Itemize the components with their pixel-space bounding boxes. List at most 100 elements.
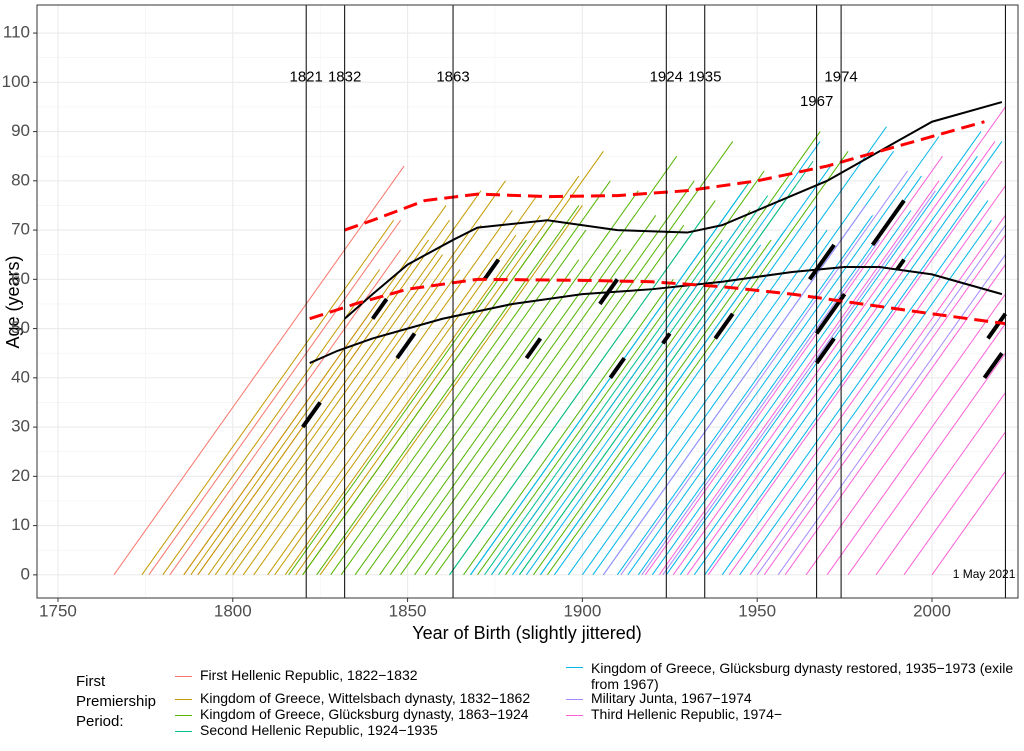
y-tick-label: 40 (11, 367, 30, 386)
legend-label: First Hellenic Republic, 1822−1832 (200, 667, 418, 683)
legend-label: Military Junta, 1967−1974 (591, 690, 752, 706)
x-tick-label: 2000 (913, 601, 951, 620)
lifeline (602, 205, 866, 576)
lifeline (424, 141, 734, 576)
premiership-term (713, 312, 735, 340)
lifeline (620, 170, 908, 576)
x-tick-label: 1750 (39, 601, 77, 620)
y-tick-label: 80 (11, 170, 30, 189)
lifeline (148, 219, 402, 576)
lifeline (644, 155, 943, 576)
y-tick-label: 10 (11, 515, 30, 534)
lifeline (931, 471, 1006, 576)
lifeline (707, 160, 1003, 576)
event-label: 1863 (436, 68, 469, 85)
lifeline-series (644, 106, 1006, 576)
legend-swatch (175, 715, 192, 716)
y-tick-label: 70 (11, 220, 30, 239)
premiership-term (870, 199, 906, 247)
legend-swatch (566, 715, 583, 716)
chart: Year of Birth (slightly jittered) Age (y… (2, 4, 1019, 643)
lifeline (784, 264, 1006, 576)
lifeline-series (141, 150, 604, 576)
lifeline (284, 215, 541, 576)
x-tick-label: 1900 (563, 601, 601, 620)
lifeline (749, 215, 1006, 576)
premiership-term (395, 332, 417, 360)
x-tick-label: 1800 (214, 601, 252, 620)
lifeline (721, 200, 989, 576)
y-axis-title: Age (years) (3, 255, 23, 348)
plot-frame (36, 4, 1019, 599)
lifeline (847, 352, 1006, 576)
legend-label: Second Hellenic Republic, 1924−1935 (200, 722, 438, 738)
lifeline (903, 431, 1006, 576)
lifeline (484, 239, 723, 576)
lifeline (190, 239, 429, 576)
legend-swatch (175, 676, 192, 677)
premiership-term (301, 401, 322, 429)
legend-swatch (566, 667, 583, 668)
lifeline (414, 180, 695, 576)
event-label: 1832 (328, 68, 361, 85)
legend-swatch (566, 699, 583, 700)
lifeline (662, 190, 936, 576)
lifeline (379, 155, 678, 576)
lifeline (365, 190, 639, 576)
lifeline (658, 180, 940, 576)
legend-label: Kingdom of Greece, Wittelsbach dynasty, … (200, 690, 531, 706)
y-tick-label: 30 (11, 417, 30, 436)
lifeline (526, 244, 762, 576)
legend-label: Third Hellenic Republic, 1974− (591, 706, 783, 722)
premiership-term (370, 297, 389, 320)
lifeline (183, 205, 447, 576)
lifeline (826, 323, 1006, 576)
lifeline (389, 249, 622, 576)
lifeline (491, 219, 744, 576)
x-tick-label: 1850 (389, 601, 427, 620)
lifeline (141, 219, 395, 576)
lifeline (253, 210, 513, 576)
lifeline (197, 219, 450, 576)
lifeline (651, 210, 912, 576)
premiership-term (895, 258, 906, 271)
lifeline (627, 136, 940, 576)
lifeline (756, 224, 1006, 576)
lifeline (477, 170, 765, 576)
lifeline-series (470, 126, 1003, 576)
lifeline (463, 279, 674, 576)
lifeline (319, 205, 583, 576)
lifeline (295, 175, 580, 576)
lifeline (214, 254, 443, 576)
lifeline (777, 254, 1006, 576)
event-label: 1924 (650, 68, 683, 85)
smooth-dashed (344, 120, 985, 232)
lifeline (693, 141, 1003, 576)
y-tick-label: 90 (11, 121, 30, 140)
y-tick-label: 50 (11, 318, 30, 337)
lifeline (498, 195, 769, 576)
lifeline-series (449, 160, 814, 576)
premiership-term (482, 258, 501, 281)
legend-title: First Premiership Period: (76, 673, 157, 730)
lifeline (470, 190, 744, 576)
premiership-term (814, 337, 836, 365)
lifeline (533, 239, 772, 576)
lifeline (547, 150, 849, 576)
legend-swatch (175, 731, 192, 732)
lifeline (400, 215, 657, 576)
y-tick-label: 100 (2, 72, 30, 91)
lifeline (763, 234, 1006, 576)
lifeline (449, 219, 702, 576)
premiership-term (986, 312, 1008, 340)
y-tick-label: 110 (3, 23, 30, 42)
smooth-dashed (309, 277, 1006, 326)
lifeline (225, 180, 506, 576)
smooth-line (309, 266, 1003, 364)
event-label: 1974 (824, 68, 857, 85)
lifeline (267, 195, 538, 576)
lifeline (288, 239, 527, 576)
lifeline (354, 259, 580, 576)
lifeline (274, 234, 517, 576)
lifeline (875, 392, 1006, 576)
